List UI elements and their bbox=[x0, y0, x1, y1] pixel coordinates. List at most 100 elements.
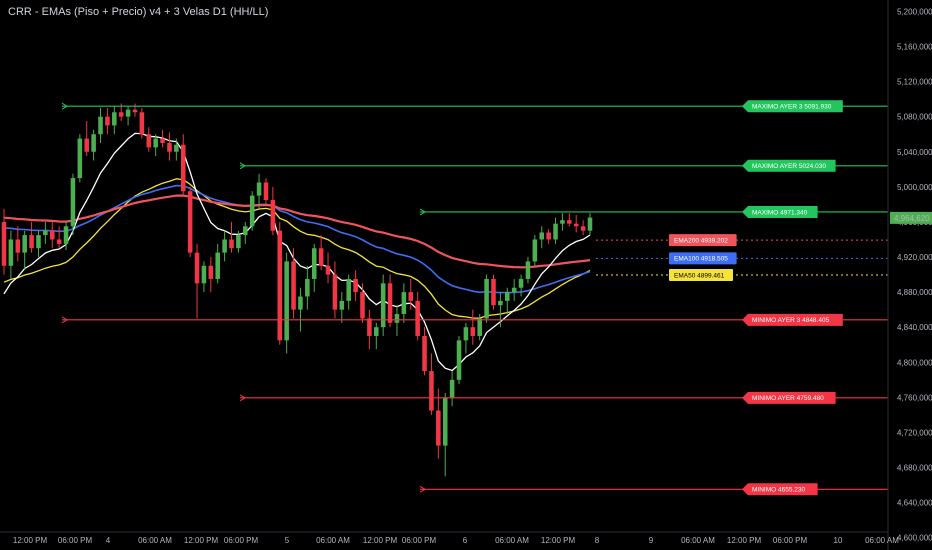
candle-body bbox=[477, 318, 482, 336]
x-tick-label: 6 bbox=[463, 536, 468, 545]
candle-body bbox=[408, 292, 414, 301]
candle-body bbox=[194, 252, 200, 284]
candle-body bbox=[215, 252, 220, 279]
y-tick-label: 5,120,000 bbox=[897, 78, 932, 87]
candle-body bbox=[504, 292, 510, 301]
candle-body bbox=[580, 226, 586, 231]
y-tick-label: 4,760,000 bbox=[897, 393, 932, 402]
x-tick-label: 06:00 PM bbox=[402, 536, 437, 545]
level-tag bbox=[742, 391, 836, 404]
level-tag-label: MAXIMO AYER 5024.030 bbox=[752, 163, 826, 170]
candle-body bbox=[498, 300, 503, 306]
candle-body bbox=[180, 144, 186, 192]
candle-body bbox=[539, 232, 545, 240]
candle-body bbox=[77, 138, 83, 179]
y-tick-label: 4,880,000 bbox=[897, 288, 932, 297]
candle-body bbox=[98, 116, 103, 135]
level-tag-label: MAXIMO 4971.340 bbox=[752, 209, 808, 216]
ema-tag bbox=[669, 252, 737, 265]
candle-body bbox=[332, 274, 338, 310]
candle-body bbox=[318, 248, 324, 266]
y-tick-label: 4,800,000 bbox=[897, 358, 932, 367]
level-arrow bbox=[419, 208, 426, 216]
candle-body bbox=[491, 278, 496, 306]
x-tick-label: 10 bbox=[834, 536, 843, 545]
level-lines: MAXIMO AYER 3 5091.930 MAXIMO AYER 5024.0… bbox=[61, 100, 888, 496]
ema100-line bbox=[3, 184, 591, 294]
level-tag-label: MAXIMO AYER 3 5091.930 bbox=[752, 104, 832, 111]
level-tag-label: MINIMO AYER 4759.480 bbox=[752, 395, 824, 402]
y-tick-label: 5,160,000 bbox=[897, 42, 932, 51]
candle-body bbox=[511, 287, 517, 293]
candle-body bbox=[367, 318, 372, 336]
level-arrow bbox=[239, 394, 246, 402]
candle-body bbox=[146, 134, 152, 148]
last-price-label: 4,964,620 bbox=[894, 214, 930, 223]
candle-body bbox=[243, 226, 248, 236]
x-tick-label: 06:00 PM bbox=[773, 536, 808, 545]
ema-lines bbox=[3, 132, 591, 372]
x-tick-label: 06:00 AM bbox=[138, 536, 172, 545]
candle-body bbox=[174, 144, 179, 152]
candle-body bbox=[270, 200, 276, 231]
x-tick-label: 8 bbox=[595, 536, 600, 545]
candle-body bbox=[305, 278, 310, 297]
y-tick-label: 5,000,000 bbox=[897, 183, 932, 192]
level-tag bbox=[742, 100, 843, 113]
candle-body bbox=[456, 340, 462, 380]
level-arrow bbox=[61, 316, 68, 324]
candle-body bbox=[401, 292, 407, 315]
chart-title: CRR - EMAs (Piso + Precio) v4 + 3 Velas … bbox=[8, 6, 269, 18]
level-tag bbox=[742, 313, 843, 326]
candle-body bbox=[311, 248, 317, 279]
ema-tag-label: EMA50 4899.461 bbox=[674, 272, 725, 279]
x-tick-label: 12:00 PM bbox=[541, 536, 576, 545]
level-tag-label: MINIMO 4655.230 bbox=[752, 487, 805, 494]
candle-body bbox=[422, 335, 427, 372]
candle-body bbox=[153, 138, 158, 148]
ema-tag-label: EMA200 4939.202 bbox=[674, 237, 728, 244]
candle-body bbox=[484, 278, 489, 319]
candle-body bbox=[374, 327, 379, 336]
candle-body bbox=[346, 278, 351, 301]
level-tag bbox=[742, 483, 818, 496]
x-tick-label: 06:00 AM bbox=[495, 536, 529, 545]
candle-body bbox=[1, 221, 7, 266]
candle-body bbox=[229, 239, 234, 249]
x-tick-label: 4 bbox=[106, 536, 111, 545]
candle-body bbox=[63, 226, 69, 244]
candle-body bbox=[518, 278, 524, 288]
candle-body bbox=[436, 410, 441, 446]
y-tick-label: 4,640,000 bbox=[897, 499, 932, 508]
candle-body bbox=[8, 239, 14, 266]
candle-body bbox=[167, 142, 172, 152]
candle-body bbox=[256, 182, 262, 196]
y-tick-label: 4,920,000 bbox=[897, 253, 932, 262]
candle-body bbox=[112, 112, 117, 126]
candle-body bbox=[573, 223, 579, 227]
level-arrow bbox=[61, 102, 68, 110]
x-tick-label: 9 bbox=[649, 536, 654, 545]
ema-fast-line bbox=[3, 132, 591, 372]
candle-body bbox=[160, 138, 165, 143]
candle-body bbox=[415, 300, 420, 336]
level-tag bbox=[742, 205, 818, 218]
candle-body bbox=[132, 109, 138, 113]
candle-body bbox=[442, 397, 448, 446]
candle-body bbox=[291, 261, 296, 310]
x-tick-label: 06:00 AM bbox=[316, 536, 350, 545]
candle-body bbox=[249, 195, 255, 227]
candle-body bbox=[43, 230, 48, 236]
candle-body bbox=[22, 235, 27, 253]
level-arrow bbox=[419, 485, 426, 493]
x-tick-label: 06:00 AM bbox=[681, 536, 715, 545]
ema200-line bbox=[3, 194, 591, 269]
candle-body bbox=[284, 261, 289, 341]
candle-body bbox=[525, 261, 531, 279]
candle-body bbox=[201, 265, 207, 284]
candle-body bbox=[567, 220, 572, 224]
candle-body bbox=[387, 283, 393, 323]
ema50-line bbox=[3, 178, 591, 319]
